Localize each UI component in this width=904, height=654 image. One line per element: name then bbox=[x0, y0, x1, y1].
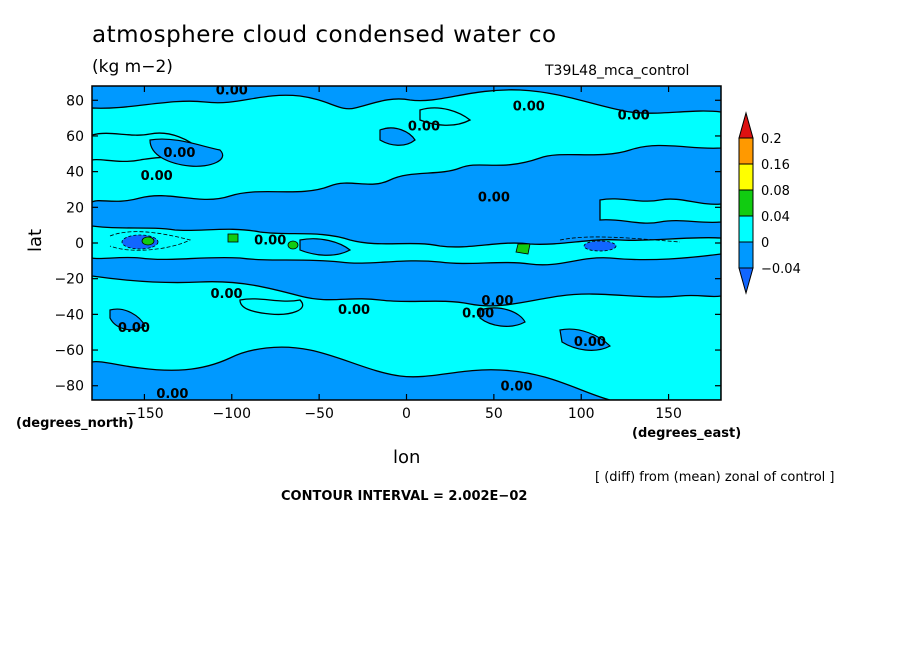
negative-island bbox=[109, 308, 146, 331]
contour-labels: 0.000.000.000.000.000.000.000.000.000.00… bbox=[118, 84, 650, 402]
contour-label: 0.00 bbox=[254, 233, 286, 248]
contour-label: 0.00 bbox=[618, 109, 650, 124]
contour-label: 0.00 bbox=[338, 303, 370, 318]
y-axis: 80 60 40 20 0 −20 −40 −60 −80 bbox=[54, 93, 721, 395]
x-tick-label: 100 bbox=[568, 406, 595, 422]
contour-label: 0.00 bbox=[501, 380, 533, 395]
contour-label: 0.00 bbox=[478, 191, 510, 206]
positive-region bbox=[92, 89, 721, 203]
y-tick-label: −40 bbox=[54, 307, 84, 323]
strong-negative-anomaly bbox=[583, 240, 617, 252]
y-tick-label: 0 bbox=[75, 236, 84, 252]
x-unit-label: (degrees_east) bbox=[632, 426, 742, 441]
colorbar: 0.2 0.16 0.08 0.04 0 −0.04 bbox=[738, 111, 801, 295]
x-tick-label: −100 bbox=[213, 406, 251, 422]
contour-label: 0.00 bbox=[481, 294, 513, 309]
contour-label: 0.00 bbox=[574, 335, 606, 350]
y-unit-label: (degrees_north) bbox=[16, 416, 134, 431]
y-tick-label: −60 bbox=[54, 343, 84, 359]
contour-label: 0.00 bbox=[513, 100, 545, 115]
contour-label: 0.00 bbox=[163, 146, 195, 161]
colorbar-bottom-arrow bbox=[738, 267, 754, 295]
colorbar-label: 0.08 bbox=[761, 184, 790, 199]
positive-peak bbox=[141, 236, 155, 246]
x-tick-label: −150 bbox=[125, 406, 163, 422]
positive-regions bbox=[92, 89, 721, 400]
equatorial-anomalies bbox=[109, 231, 681, 255]
colorbar-top-arrow bbox=[738, 111, 754, 139]
y-tick-label: 60 bbox=[66, 129, 84, 145]
x-tick-label: 50 bbox=[485, 406, 503, 422]
negative-island bbox=[479, 307, 526, 327]
negative-island bbox=[299, 238, 352, 256]
positive-region bbox=[419, 107, 472, 126]
negative-island bbox=[149, 138, 224, 167]
dashed-contour bbox=[109, 231, 192, 251]
contour-interval: CONTOUR INTERVAL = 2.002E−02 bbox=[281, 489, 528, 504]
y-tick-label: −20 bbox=[54, 272, 84, 288]
x-axis-label: lon bbox=[393, 447, 421, 468]
x-tick-label: 0 bbox=[402, 406, 411, 422]
y-tick-label: 20 bbox=[66, 200, 84, 216]
negative-island bbox=[379, 127, 416, 146]
contour-label: 0.00 bbox=[216, 84, 248, 99]
dashed-contour bbox=[559, 236, 681, 243]
contour-label: 0.00 bbox=[141, 169, 173, 184]
colorbar-box bbox=[738, 163, 754, 191]
diff-note: [ (diff) from (mean) zonal of control ] bbox=[595, 470, 835, 485]
contour-label: 0.00 bbox=[210, 287, 242, 302]
x-axis: −150 −100 −50 0 50 100 150 bbox=[125, 86, 682, 422]
positive-peak bbox=[287, 240, 299, 250]
chart-title: atmosphere cloud condensed water co bbox=[92, 22, 557, 48]
y-tick-label: 40 bbox=[66, 165, 84, 181]
run-name: T39L48_mca_control bbox=[545, 63, 690, 79]
colorbar-box bbox=[738, 215, 754, 243]
plot-area: 0.000.000.000.000.000.000.000.000.000.00… bbox=[92, 84, 721, 402]
negative-island bbox=[559, 328, 611, 351]
positive-peak bbox=[515, 243, 531, 255]
y-tick-label: 80 bbox=[66, 93, 84, 109]
colorbar-box bbox=[738, 241, 754, 269]
contour-label: 0.00 bbox=[408, 119, 440, 134]
colorbar-label: 0.16 bbox=[761, 158, 790, 173]
colorbar-label: 0.04 bbox=[761, 210, 790, 225]
colorbar-label: 0 bbox=[761, 236, 769, 251]
colorbar-box bbox=[738, 137, 754, 165]
positive-region bbox=[599, 198, 721, 224]
colorbar-label: 0.2 bbox=[761, 132, 782, 147]
y-tick-label: −80 bbox=[54, 379, 84, 395]
y-axis-label: lat bbox=[25, 228, 46, 252]
contour-label: 0.00 bbox=[118, 321, 150, 336]
negative-islands bbox=[109, 127, 611, 351]
colorbar-label: −0.04 bbox=[761, 262, 801, 277]
colorbar-box bbox=[738, 189, 754, 217]
chart-units: (kg m−2) bbox=[92, 57, 173, 77]
x-tick-label: −50 bbox=[304, 406, 334, 422]
positive-region bbox=[239, 298, 304, 316]
positive-peak bbox=[227, 233, 239, 243]
contour-label: 0.00 bbox=[156, 387, 188, 402]
x-tick-label: 150 bbox=[655, 406, 682, 422]
contour-label: 0.00 bbox=[462, 307, 494, 322]
